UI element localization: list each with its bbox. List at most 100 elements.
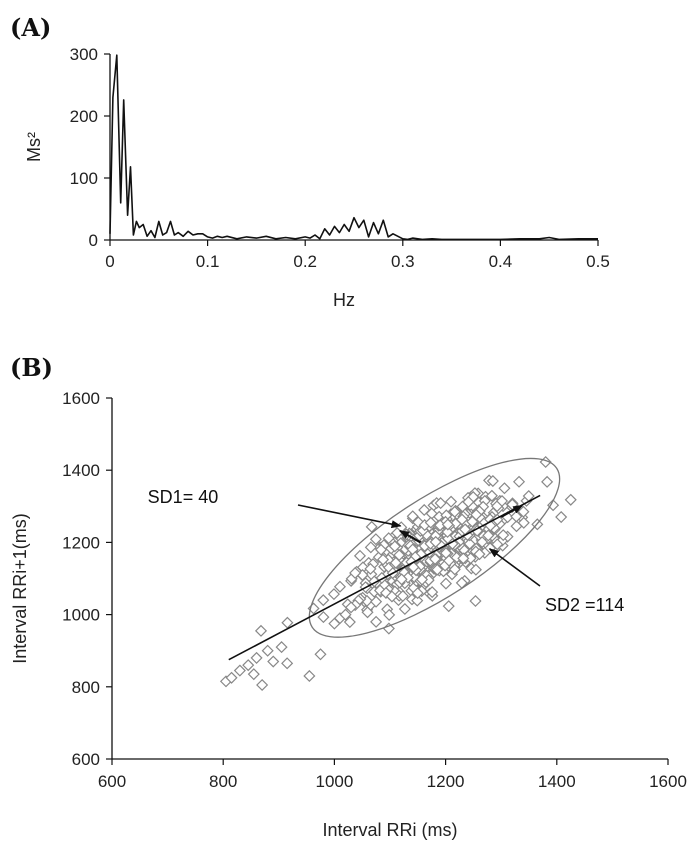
scatter-point bbox=[364, 562, 377, 575]
sd2-axis-arrow bbox=[500, 504, 524, 518]
scatter-point bbox=[383, 608, 396, 621]
panel-a-y-tick-label: 0 bbox=[89, 231, 98, 250]
scatter-point bbox=[445, 495, 458, 508]
panel-a-x-tick-label: 0.4 bbox=[489, 252, 513, 271]
scatter-point bbox=[388, 540, 401, 553]
scatter-point bbox=[448, 563, 461, 576]
scatter-point bbox=[431, 563, 444, 576]
sd1-arrow bbox=[297, 504, 402, 529]
scatter-point bbox=[442, 554, 456, 567]
panel-a-y-tick-label: 300 bbox=[70, 45, 98, 64]
scatter-point bbox=[385, 590, 398, 603]
scatter-point bbox=[317, 594, 330, 607]
scatter-point bbox=[442, 600, 455, 613]
panel-a-x-tick-label: 0.3 bbox=[391, 252, 415, 271]
panel-a-chart: (A) 0 0.1 0.2 0.3 0.4 0.5 0 100 200 300 Hz Ms² bbox=[10, 13, 610, 310]
panel-b-chart: (B) 600 800 1000 1200 1400 1600 600 800 1000 1200… bbox=[10, 353, 687, 840]
panel-b-x-tick-label: 1200 bbox=[427, 772, 465, 791]
panel-a-spectrum-line bbox=[109, 54, 598, 241]
scatter-point bbox=[491, 513, 504, 526]
scatter-point bbox=[303, 669, 316, 683]
scatter-point bbox=[389, 556, 402, 569]
sd1-annotation: SD1= 40 bbox=[148, 487, 219, 507]
panel-a-axes bbox=[109, 54, 598, 241]
scatter-point bbox=[418, 503, 431, 517]
scatter-point bbox=[517, 516, 530, 529]
scatter-point bbox=[349, 566, 362, 580]
scatter-point bbox=[441, 525, 454, 539]
scatter-point bbox=[426, 586, 439, 599]
panel-a-y-axis-label: Ms² bbox=[24, 132, 44, 162]
scatter-point bbox=[473, 548, 486, 561]
scatter-point bbox=[254, 624, 268, 637]
panel-a-x-tick-label: 0 bbox=[105, 252, 114, 271]
scatter-point bbox=[482, 529, 495, 542]
sd2-annotation: SD2 =114 bbox=[545, 595, 624, 615]
scatter-point bbox=[333, 580, 347, 593]
scatter-point bbox=[250, 651, 263, 664]
scatter-point bbox=[434, 497, 447, 510]
scatter-point bbox=[424, 516, 437, 529]
panel-b-y-tick-label: 1200 bbox=[62, 533, 100, 552]
scatter-point bbox=[370, 615, 383, 628]
panel-b-x-tick-label: 1000 bbox=[315, 772, 353, 791]
scatter-point bbox=[233, 664, 246, 677]
panel-a-ticks: 0 0.1 0.2 0.3 0.4 0.5 0 100 200 300 bbox=[70, 45, 610, 271]
scatter-point bbox=[395, 573, 408, 586]
panel-b-axes bbox=[111, 398, 668, 760]
panel-b-annotations: SD1= 40 SD2 =114 bbox=[148, 487, 625, 615]
scatter-point bbox=[411, 587, 424, 600]
scatter-point bbox=[382, 532, 395, 545]
scatter-point bbox=[361, 606, 374, 619]
scatter-point bbox=[256, 678, 269, 692]
panel-b-ellipse bbox=[308, 457, 561, 638]
scatter-point bbox=[343, 615, 356, 629]
scatter-point bbox=[261, 644, 274, 657]
scatter-point bbox=[345, 601, 358, 614]
scatter-point bbox=[541, 475, 554, 488]
panel-b-x-tick-label: 1400 bbox=[538, 772, 576, 791]
panel-b-y-tick-label: 1400 bbox=[62, 461, 100, 480]
scatter-point bbox=[407, 561, 420, 574]
scatter-point bbox=[267, 655, 280, 668]
panel-b-x-axis-label: Interval RRi (ms) bbox=[322, 820, 457, 840]
panel-b-x-tick-label: 800 bbox=[209, 772, 237, 791]
scatter-point bbox=[439, 547, 452, 560]
scatter-point bbox=[497, 529, 510, 542]
sd1-axis-arrow bbox=[399, 529, 422, 544]
scatter-point bbox=[448, 505, 461, 518]
scatter-point bbox=[225, 671, 238, 684]
scatter-point bbox=[470, 508, 483, 521]
scatter-point bbox=[247, 668, 260, 681]
scatter-point bbox=[429, 553, 442, 566]
panel-b-scatter-points bbox=[219, 455, 577, 692]
scatter-point bbox=[564, 493, 577, 506]
panel-b-x-tick-label: 600 bbox=[98, 772, 126, 791]
panel-b-ticks: 600 800 1000 1200 1400 1600 600 800 1000 1200 1400… bbox=[62, 389, 687, 791]
panel-a-x-axis-label: Hz bbox=[333, 290, 355, 310]
panel-b-y-axis-label: Interval RRi+1(ms) bbox=[10, 513, 30, 664]
scatter-point bbox=[242, 659, 255, 672]
panel-a-y-tick-label: 100 bbox=[70, 169, 98, 188]
panel-a-y-tick-label: 200 bbox=[70, 107, 98, 126]
scatter-point bbox=[379, 586, 393, 599]
scatter-point bbox=[486, 474, 499, 488]
panel-b-regression-line bbox=[228, 494, 541, 661]
scatter-point bbox=[510, 520, 523, 533]
scatter-point bbox=[375, 543, 388, 556]
scatter-point bbox=[512, 475, 526, 488]
scatter-point bbox=[369, 533, 382, 546]
scatter-point bbox=[281, 657, 294, 670]
scatter-point bbox=[498, 482, 511, 495]
scatter-point bbox=[314, 648, 327, 661]
scatter-point bbox=[339, 608, 352, 621]
scatter-point bbox=[441, 518, 454, 531]
scatter-point bbox=[539, 455, 552, 469]
scatter-point bbox=[406, 510, 419, 523]
scatter-point bbox=[396, 589, 409, 603]
scatter-point bbox=[463, 537, 476, 550]
panel-a-x-tick-label: 0.5 bbox=[586, 252, 610, 271]
panel-b-y-tick-label: 1000 bbox=[62, 606, 100, 625]
scatter-point bbox=[495, 494, 509, 508]
